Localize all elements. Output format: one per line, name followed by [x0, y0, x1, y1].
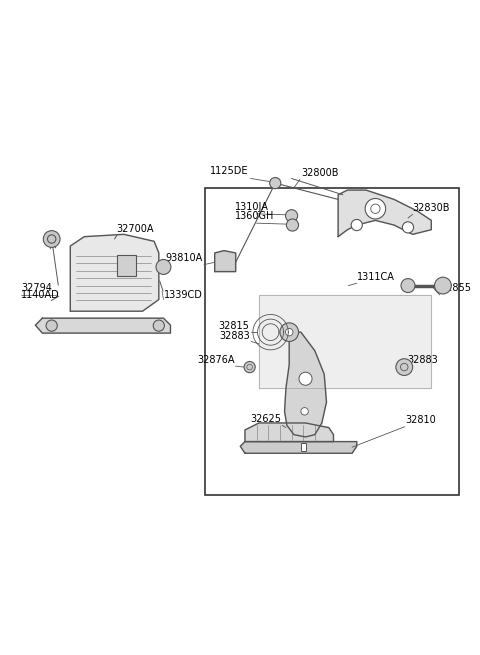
- Circle shape: [43, 231, 60, 248]
- Text: 32625: 32625: [250, 415, 281, 424]
- Circle shape: [434, 277, 451, 294]
- Circle shape: [280, 323, 299, 341]
- FancyBboxPatch shape: [205, 188, 459, 495]
- Circle shape: [156, 259, 171, 274]
- Polygon shape: [70, 234, 159, 311]
- Circle shape: [153, 320, 164, 331]
- Circle shape: [401, 278, 415, 293]
- Text: 32800B: 32800B: [301, 168, 338, 178]
- Text: 1311CA: 1311CA: [357, 272, 395, 282]
- Bar: [301, 443, 306, 451]
- Text: 32883: 32883: [219, 331, 250, 341]
- Circle shape: [286, 210, 298, 222]
- Text: 1339CD: 1339CD: [164, 290, 203, 301]
- Polygon shape: [36, 318, 170, 333]
- Circle shape: [270, 178, 281, 189]
- Circle shape: [402, 222, 414, 233]
- Circle shape: [286, 328, 293, 336]
- Text: 1140AD: 1140AD: [22, 290, 60, 301]
- Text: 1360GH: 1360GH: [235, 212, 274, 221]
- Circle shape: [301, 407, 308, 415]
- Text: 32794: 32794: [22, 282, 52, 293]
- Circle shape: [46, 320, 57, 331]
- Circle shape: [299, 372, 312, 385]
- Text: 32815: 32815: [219, 321, 250, 331]
- Circle shape: [287, 219, 299, 231]
- Polygon shape: [215, 251, 236, 272]
- Text: 1310JA: 1310JA: [235, 202, 269, 212]
- Text: 32830B: 32830B: [413, 204, 450, 214]
- Polygon shape: [285, 332, 326, 437]
- Circle shape: [351, 219, 362, 231]
- Circle shape: [365, 198, 385, 219]
- Polygon shape: [338, 190, 432, 236]
- Text: 93810A: 93810A: [166, 253, 203, 263]
- Text: 32810: 32810: [406, 415, 436, 425]
- Polygon shape: [259, 295, 432, 388]
- Text: 32855: 32855: [441, 284, 471, 293]
- Text: 32883: 32883: [407, 355, 438, 365]
- Text: 32876A: 32876A: [197, 355, 235, 365]
- Circle shape: [396, 359, 413, 375]
- Polygon shape: [240, 441, 357, 453]
- Polygon shape: [245, 423, 334, 441]
- Circle shape: [244, 362, 255, 373]
- Bar: [117, 255, 135, 276]
- Text: 1125DE: 1125DE: [210, 166, 249, 176]
- Text: 32700A: 32700A: [117, 225, 154, 234]
